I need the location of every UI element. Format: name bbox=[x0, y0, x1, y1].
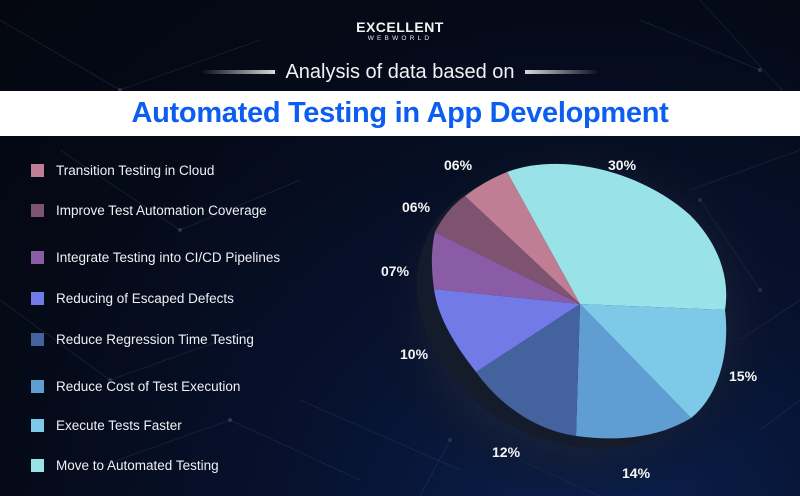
slice-transition-testing-in-cloud bbox=[465, 172, 580, 304]
pie-slices bbox=[431, 163, 727, 439]
legend-swatch bbox=[31, 164, 44, 177]
legend-swatch bbox=[31, 292, 44, 305]
value-label: 14% bbox=[622, 465, 651, 481]
legend-swatch bbox=[31, 459, 44, 472]
slice-reduce-regression-time-testing bbox=[476, 304, 580, 436]
subtitle-row: Analysis of data based on bbox=[0, 59, 800, 85]
slice-move-to-automated-testing bbox=[507, 163, 727, 310]
value-label: 06% bbox=[402, 199, 431, 215]
decorative-line-left bbox=[201, 70, 276, 74]
legend-label: Execute Tests Faster bbox=[56, 418, 182, 433]
legend-item: Execute Tests Faster bbox=[31, 418, 182, 433]
slice-reducing-escaped-defects bbox=[434, 289, 580, 372]
value-label: 06% bbox=[444, 157, 473, 173]
decorative-line-right bbox=[524, 70, 599, 74]
legend-label: Integrate Testing into CI/CD Pipelines bbox=[56, 250, 281, 265]
slice-execute-tests-faster bbox=[580, 304, 727, 418]
value-label: 07% bbox=[381, 263, 410, 279]
legend-item: Reduce Regression Time Testing bbox=[31, 332, 254, 347]
legend-swatch bbox=[31, 380, 44, 393]
legend-item: Integrate Testing into CI/CD Pipelines bbox=[31, 250, 280, 265]
legend-item: Reduce Cost of Test Execution bbox=[31, 379, 240, 394]
value-label: 12% bbox=[492, 444, 521, 460]
slice-reduce-cost-of-test-execution bbox=[576, 304, 691, 439]
legend-item: Transition Testing in Cloud bbox=[31, 163, 214, 178]
legend-item: Move to Automated Testing bbox=[31, 458, 219, 473]
legend-item: Reducing of Escaped Defects bbox=[31, 291, 234, 306]
value-label: 15% bbox=[729, 368, 758, 384]
brand-name: EXCELLENT bbox=[356, 19, 444, 35]
legend-label: Reduce Regression Time Testing bbox=[56, 332, 254, 347]
legend-swatch bbox=[31, 204, 44, 217]
legend-label: Transition Testing in Cloud bbox=[56, 163, 215, 178]
legend-item: Improve Test Automation Coverage bbox=[31, 203, 267, 218]
legend-label: Move to Automated Testing bbox=[56, 458, 219, 473]
subtitle: Analysis of data based on bbox=[285, 60, 515, 83]
chart-title: Automated Testing in App Development bbox=[131, 97, 669, 129]
legend-label: Reduce Cost of Test Execution bbox=[56, 379, 241, 394]
brand-tagline: WEBWORLD bbox=[367, 35, 433, 42]
legend-label: Improve Test Automation Coverage bbox=[56, 203, 267, 218]
slice-integrate-testing-ci-cd bbox=[431, 232, 580, 304]
value-label: 30% bbox=[608, 157, 637, 173]
legend-swatch bbox=[31, 251, 44, 264]
brand-logo: EXCELLENT WEBWORLD bbox=[0, 20, 800, 43]
legend-label: Reducing of Escaped Defects bbox=[56, 291, 234, 306]
slice-improve-test-automation-coverage bbox=[435, 196, 580, 304]
legend-swatch bbox=[31, 419, 44, 432]
legend-swatch bbox=[31, 333, 44, 346]
value-label: 10% bbox=[400, 346, 429, 362]
title-band: Automated Testing in App Development bbox=[0, 91, 800, 136]
